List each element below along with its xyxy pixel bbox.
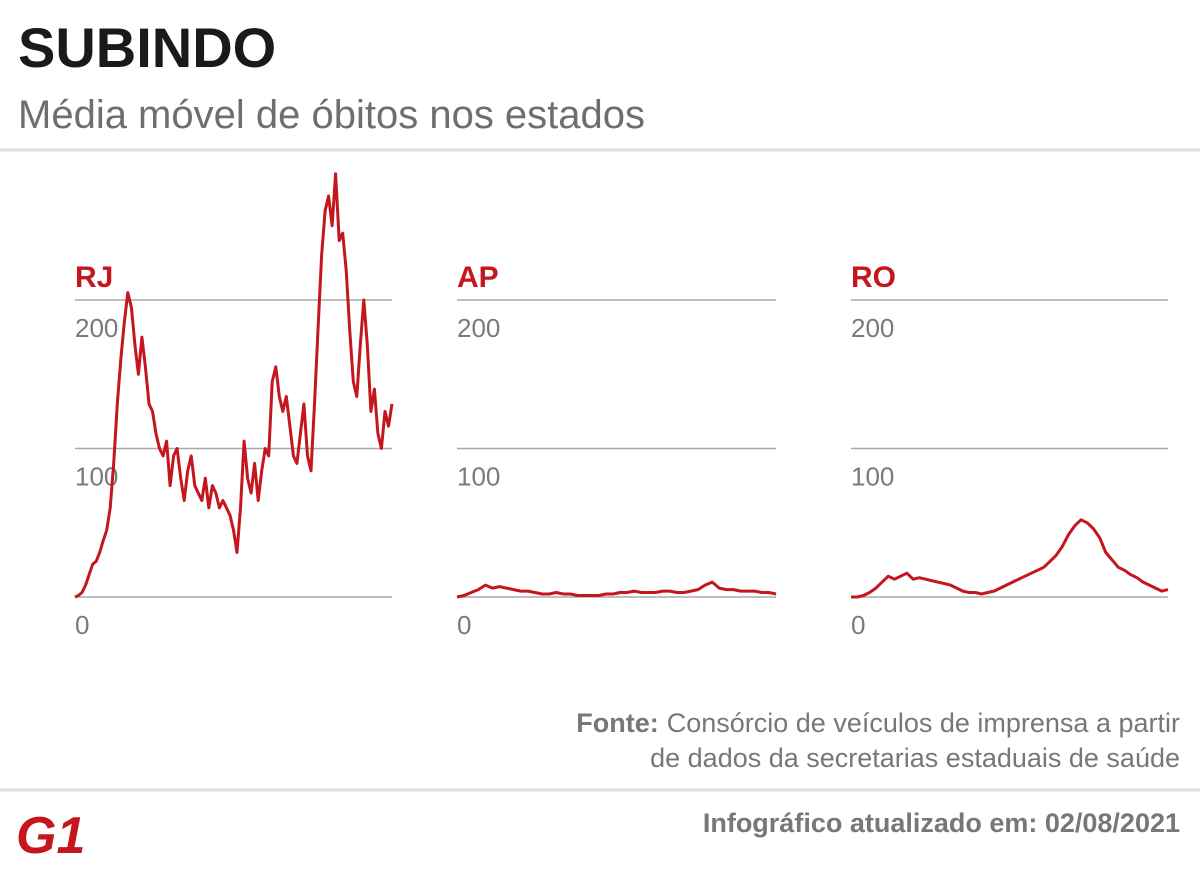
y-tick-label: 100	[851, 462, 894, 492]
logo: G1	[16, 807, 85, 865]
updated: Infográfico atualizado em: 02/08/2021	[703, 808, 1180, 838]
y-tick-label: 100	[457, 462, 500, 492]
source-text: de dados da secretarias estaduais de saú…	[650, 743, 1180, 773]
line	[851, 518, 1169, 599]
panel-title: RJ	[75, 261, 113, 294]
y-tick-label: 0	[75, 610, 89, 640]
source-line: Fonte: Consórcio de veículos de imprensa …	[576, 708, 1180, 738]
y-tick-label: 200	[75, 313, 118, 343]
y-tick-label: 200	[457, 313, 500, 343]
source-text: Consórcio de veículos de imprensa a part…	[667, 708, 1180, 738]
y-tick-label: 0	[457, 610, 471, 640]
panel-title: AP	[457, 261, 499, 294]
y-tick-label: 0	[851, 610, 865, 640]
panel-title: RO	[851, 261, 896, 294]
y-tick-label: 200	[851, 313, 894, 343]
line	[456, 580, 777, 599]
line	[74, 172, 394, 599]
subtitle: Média móvel de óbitos nos estados	[18, 93, 645, 137]
title: SUBINDO	[18, 16, 276, 79]
source-label: Fonte:	[576, 708, 658, 738]
